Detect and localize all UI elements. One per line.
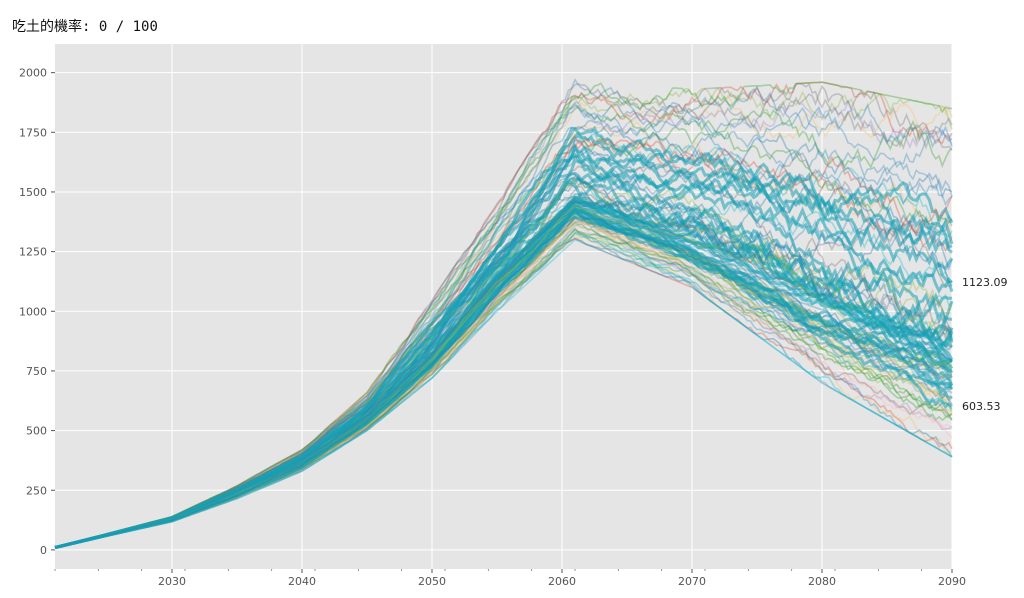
x-tick-label: 2070 xyxy=(678,575,706,588)
y-tick-label: 1500 xyxy=(19,186,47,199)
series-lines xyxy=(54,78,954,549)
y-tick-label: 500 xyxy=(26,425,47,438)
series-line xyxy=(54,206,953,549)
x-tick-label: 2080 xyxy=(808,575,836,588)
end-value-label: 1123.09 xyxy=(962,276,1008,289)
series-line xyxy=(54,237,953,549)
axes: 0 250 500 750 1000 1250 1500 1750 2000 2030 2040 20… xyxy=(19,67,966,588)
x-tick-label: 2030 xyxy=(158,575,186,588)
x-tick-label: 2060 xyxy=(548,575,576,588)
series-line xyxy=(54,237,953,549)
plot-background xyxy=(55,44,952,569)
x-tick-label: 2050 xyxy=(418,575,446,588)
y-tick-label: 250 xyxy=(26,484,47,497)
x-tick-label: 2040 xyxy=(288,575,316,588)
series-line xyxy=(54,231,953,549)
series-line xyxy=(54,154,954,549)
end-value-annotations: 1123.09 603.53 xyxy=(962,276,1008,413)
y-tick-label: 1750 xyxy=(19,126,47,139)
y-tick-label: 750 xyxy=(26,365,47,378)
probability-header: 吃土的機率: 0 / 100 xyxy=(12,16,158,36)
probability-value: 0 / 100 xyxy=(98,19,158,35)
y-tick-label: 2000 xyxy=(19,67,47,80)
probability-label: 吃土的機率: xyxy=(12,19,91,35)
series-line xyxy=(54,215,953,549)
end-value-label: 603.53 xyxy=(962,400,1001,413)
y-tick-label: 1000 xyxy=(19,305,47,318)
y-tick-label: 0 xyxy=(40,544,47,557)
x-tick-label: 2090 xyxy=(938,575,966,588)
series-line xyxy=(54,235,953,549)
series-line xyxy=(54,231,953,549)
y-tick-label: 1250 xyxy=(19,246,47,259)
